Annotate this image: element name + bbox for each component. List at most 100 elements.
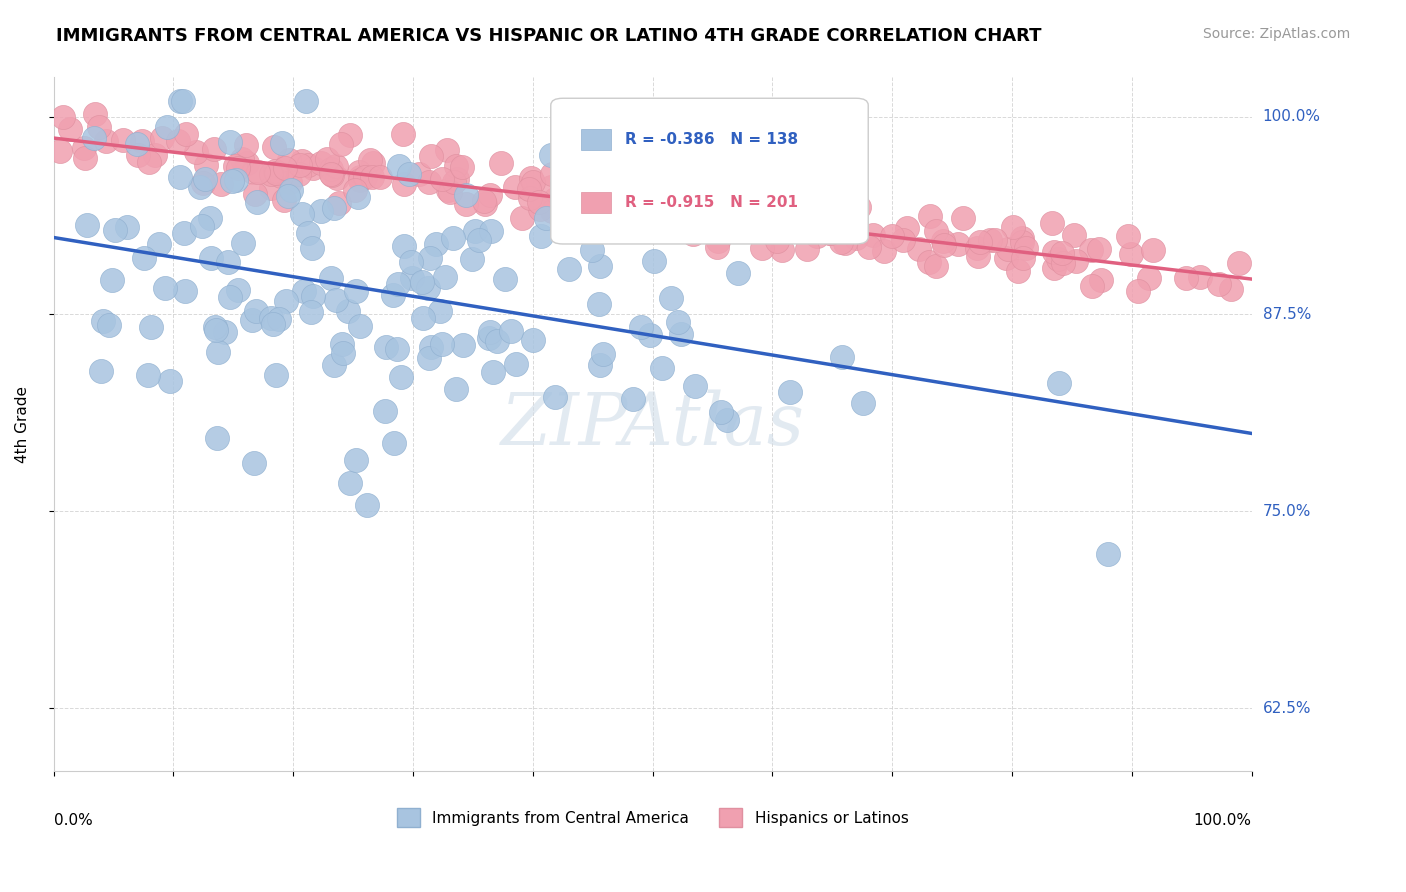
Point xyxy=(368,170,391,185)
Point xyxy=(323,202,346,216)
Point xyxy=(478,331,501,345)
Point xyxy=(325,159,347,173)
Point xyxy=(87,120,110,135)
Point xyxy=(1090,273,1112,287)
Point xyxy=(73,151,96,165)
Point xyxy=(717,213,740,227)
Point xyxy=(530,228,553,243)
Point xyxy=(541,167,564,181)
Point xyxy=(349,319,371,334)
Point xyxy=(995,251,1018,265)
Point xyxy=(613,191,636,205)
Text: R = -0.915   N = 201: R = -0.915 N = 201 xyxy=(626,194,799,210)
Point xyxy=(503,180,526,194)
Point xyxy=(148,236,170,251)
Point xyxy=(260,181,283,195)
Point xyxy=(190,219,212,234)
Point xyxy=(83,130,105,145)
Point xyxy=(1011,235,1033,250)
Point xyxy=(558,262,581,277)
Point xyxy=(172,94,194,108)
Point xyxy=(589,259,612,273)
Point xyxy=(297,158,319,172)
FancyBboxPatch shape xyxy=(551,98,869,244)
Text: Source: ZipAtlas.com: Source: ZipAtlas.com xyxy=(1202,27,1350,41)
Point xyxy=(387,277,409,292)
Point xyxy=(461,252,484,267)
Point xyxy=(291,154,314,169)
Text: 87.5%: 87.5% xyxy=(1263,307,1310,321)
Point xyxy=(1219,282,1241,296)
Point xyxy=(219,135,242,149)
Point xyxy=(1050,246,1073,260)
Point xyxy=(374,404,396,418)
Point xyxy=(444,159,467,173)
Point xyxy=(454,187,477,202)
Point xyxy=(543,390,565,404)
Point xyxy=(224,159,246,173)
Point xyxy=(159,374,181,388)
Point xyxy=(245,304,267,318)
Point xyxy=(1227,256,1250,270)
Point xyxy=(274,161,297,176)
Point xyxy=(242,164,264,178)
Point xyxy=(311,204,333,219)
Point xyxy=(401,270,423,285)
Point xyxy=(779,384,801,399)
Point xyxy=(291,207,314,221)
Point xyxy=(225,173,247,187)
Point xyxy=(277,153,299,167)
Point xyxy=(1052,256,1074,270)
Point xyxy=(138,368,160,382)
Point xyxy=(645,205,668,219)
Point xyxy=(356,498,378,512)
Point xyxy=(534,211,557,225)
Legend: Immigrants from Central America, Hispanics or Latinos: Immigrants from Central America, Hispani… xyxy=(391,802,914,833)
Point xyxy=(638,328,661,343)
Point xyxy=(240,313,263,327)
Point xyxy=(668,315,690,329)
Point xyxy=(219,290,242,304)
Point xyxy=(468,233,491,247)
Point xyxy=(280,183,302,197)
Point xyxy=(336,304,359,318)
Point xyxy=(453,338,475,352)
Point xyxy=(416,281,439,295)
Point xyxy=(682,213,704,227)
Point xyxy=(398,167,420,181)
Point xyxy=(418,175,440,189)
FancyBboxPatch shape xyxy=(581,192,610,213)
Point xyxy=(90,364,112,378)
Point xyxy=(569,179,592,194)
Point xyxy=(1137,271,1160,285)
Point xyxy=(706,240,728,254)
Point xyxy=(434,270,457,285)
Point xyxy=(478,187,501,202)
Point xyxy=(299,305,322,319)
Text: IMMIGRANTS FROM CENTRAL AMERICA VS HISPANIC OR LATINO 4TH GRADE CORRELATION CHAR: IMMIGRANTS FROM CENTRAL AMERICA VS HISPA… xyxy=(56,27,1042,45)
Point xyxy=(418,351,440,365)
Point xyxy=(446,171,468,186)
Point xyxy=(845,231,868,245)
Point xyxy=(529,202,551,217)
Point xyxy=(1080,244,1102,258)
Point xyxy=(443,175,465,189)
Point xyxy=(266,368,288,383)
Point xyxy=(593,209,616,223)
Point xyxy=(191,176,214,190)
Point xyxy=(924,259,946,273)
Point xyxy=(264,164,287,178)
Point xyxy=(595,211,617,226)
Point xyxy=(576,219,599,234)
Point xyxy=(205,323,228,337)
Point xyxy=(630,319,652,334)
Point xyxy=(288,158,311,172)
Point xyxy=(359,153,381,167)
Y-axis label: 4th Grade: 4th Grade xyxy=(15,386,30,463)
Point xyxy=(711,207,734,221)
Point xyxy=(263,140,285,154)
Point xyxy=(389,369,412,384)
Point xyxy=(499,324,522,338)
Point xyxy=(361,156,384,170)
Point xyxy=(952,211,974,226)
